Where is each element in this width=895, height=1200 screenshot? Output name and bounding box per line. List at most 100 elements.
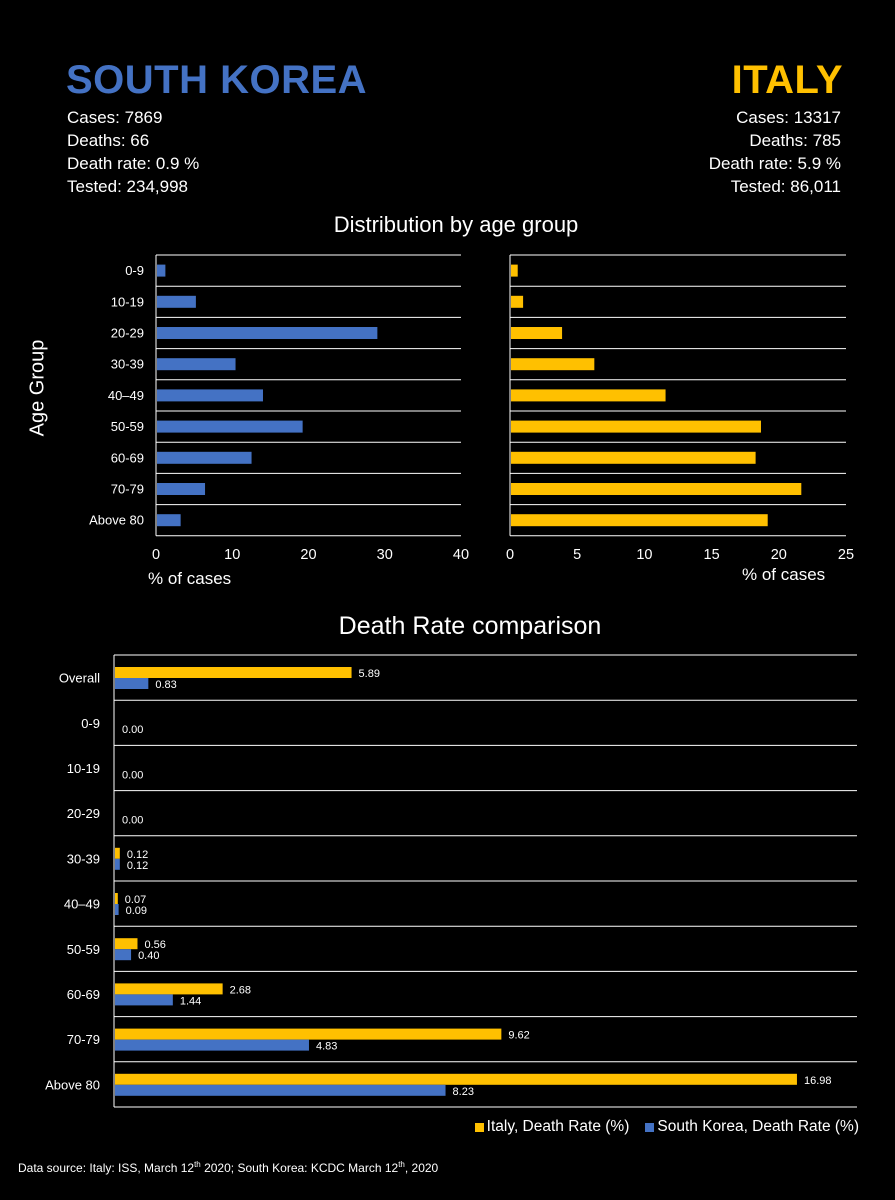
bar-south-korea-death-rate-60-69 xyxy=(115,994,173,1006)
bar-10-19 xyxy=(511,295,524,308)
data-label-south-korea-death-rate-overall: 0.83 xyxy=(155,679,176,691)
korea-tested: Tested: 234,998 xyxy=(67,177,188,196)
bar-20-29 xyxy=(511,327,563,339)
x-tick-label-10: 10 xyxy=(224,547,240,563)
data-label-italy-death-rate-50-59: 0.56 xyxy=(144,939,165,951)
x-tick-label-30: 30 xyxy=(377,547,393,563)
x-tick-label-0: 0 xyxy=(152,547,160,563)
x-tick-label-20: 20 xyxy=(300,547,316,563)
category-label-40-49: 40–49 xyxy=(64,897,100,912)
category-label-70-79: 70-79 xyxy=(67,1032,100,1047)
italy-title: ITALY xyxy=(731,58,843,102)
category-label-60-69: 60-69 xyxy=(111,450,144,465)
bar-30-39 xyxy=(511,358,595,371)
category-label-60-69: 60-69 xyxy=(67,987,100,1002)
footnote-sup-2: th xyxy=(398,1160,405,1169)
x-tick-label-40: 40 xyxy=(453,547,469,563)
bar-italy-death-rate-60-69 xyxy=(115,983,223,995)
bar-south-korea-death-rate-overall xyxy=(115,678,149,689)
x-tick-label-0: 0 xyxy=(506,547,514,563)
bar-south-korea-death-rate-30-39 xyxy=(115,858,120,870)
korea-age-distribution-chart: 0-9 10-19 20-29 30-39 40–49 50-59 60-69 70-79 Ab… xyxy=(89,254,469,563)
bar-above-80 xyxy=(511,514,768,527)
bar-italy-death-rate-above-80 xyxy=(115,1073,797,1085)
death-rate-title: Death Rate comparison xyxy=(338,612,602,640)
bar-south-korea-death-rate-70-79 xyxy=(115,1039,309,1051)
bar-south-korea-death-rate-50-59 xyxy=(115,949,132,961)
bar-60-69 xyxy=(511,451,756,464)
death-rate-legend: Italy, Death Rate (%) South Korea, Death… xyxy=(474,1118,859,1136)
data-label-south-korea-death-rate-10-19: 0.00 xyxy=(122,769,143,781)
data-label-italy-death-rate-overall: 5.89 xyxy=(359,668,380,680)
age-distribution-title: Distribution by age group xyxy=(333,212,579,237)
x-tick-label-15: 15 xyxy=(704,547,720,563)
bar-0-9 xyxy=(157,264,166,277)
category-label-10-19: 10-19 xyxy=(111,294,144,309)
bar-10-19 xyxy=(157,295,196,308)
category-label-0-9: 0-9 xyxy=(81,716,100,731)
bar-south-korea-death-rate-40-49 xyxy=(115,904,119,915)
bar-20-29 xyxy=(157,327,378,339)
bar-40-49 xyxy=(157,389,263,402)
bar-70-79 xyxy=(511,483,802,495)
x-tick-label-25: 25 xyxy=(838,547,854,563)
bar-italy-death-rate-40-49 xyxy=(115,893,118,904)
legend-korea: South Korea, Death Rate (%) xyxy=(645,1118,859,1136)
data-label-south-korea-death-rate-above-80: 8.23 xyxy=(453,1086,474,1098)
category-label-40-49: 40–49 xyxy=(108,388,144,403)
category-label-0-9: 0-9 xyxy=(125,263,144,278)
data-label-south-korea-death-rate-0-9: 0.00 xyxy=(122,724,143,736)
italy-deaths: Deaths: 785 xyxy=(749,131,841,150)
italy-age-distribution-chart: 0 5 10 15 20 25 xyxy=(506,254,854,563)
death-rate-comparison-chart: Overall 5.89 0.83 0-9 0.00 10-19 0.00 20-29 0.00… xyxy=(45,654,857,1108)
category-label-10-19: 10-19 xyxy=(67,761,100,776)
data-label-south-korea-death-rate-50-59: 0.40 xyxy=(138,950,159,962)
data-label-italy-death-rate-70-79: 9.62 xyxy=(508,1030,529,1042)
data-label-south-korea-death-rate-70-79: 4.83 xyxy=(316,1041,337,1053)
legend-korea-swatch xyxy=(645,1122,655,1132)
x-tick-label-10: 10 xyxy=(636,547,652,563)
data-label-south-korea-death-rate-60-69: 1.44 xyxy=(180,995,201,1007)
x-tick-label-5: 5 xyxy=(573,547,581,563)
south-korea-stats: Cases: 7869 Deaths: 66 Death rate: 0.9 %… xyxy=(67,106,199,198)
bar-0-9 xyxy=(511,264,518,277)
category-label-above-80: Above 80 xyxy=(45,1077,100,1092)
category-label-above-80: Above 80 xyxy=(89,513,144,528)
bar-50-59 xyxy=(157,420,303,433)
category-label-20-29: 20-29 xyxy=(111,326,144,341)
category-label-50-59: 50-59 xyxy=(67,942,100,957)
italy-death-rate: Death rate: 5.9 % xyxy=(708,154,841,173)
bar-italy-death-rate-50-59 xyxy=(115,938,138,950)
footnote-sup-1: th xyxy=(194,1160,201,1169)
x-tick-label-20: 20 xyxy=(771,547,787,563)
category-label-overall: Overall xyxy=(59,671,100,686)
south-korea-title: SOUTH KOREA xyxy=(66,58,368,102)
bar-60-69 xyxy=(157,451,252,464)
category-label-70-79: 70-79 xyxy=(111,482,144,497)
italy-x-axis-label: % of cases xyxy=(742,565,826,584)
legend-italy-label: Italy, Death Rate (%) xyxy=(486,1118,630,1135)
data-label-italy-death-rate-60-69: 2.68 xyxy=(230,984,251,996)
korea-x-axis-label: % of cases xyxy=(148,569,232,588)
data-label-south-korea-death-rate-40-49: 0.09 xyxy=(126,905,147,917)
data-label-italy-death-rate-30-39: 0.12 xyxy=(127,849,148,861)
data-label-south-korea-death-rate-30-39: 0.12 xyxy=(127,860,148,872)
korea-cases: Cases: 7869 xyxy=(67,108,163,127)
footnote-middle: 2020; South Korea: KCDC March 12 xyxy=(200,1161,399,1175)
legend-korea-label: South Korea, Death Rate (%) xyxy=(657,1118,859,1135)
category-label-20-29: 20-29 xyxy=(67,806,100,821)
bar-30-39 xyxy=(157,358,236,371)
category-label-30-39: 30-39 xyxy=(111,357,144,372)
data-source-footnote: Data source: Italy: ISS, March 12th 2020… xyxy=(18,1160,438,1175)
footnote-prefix: Data source: Italy: ISS, March 12 xyxy=(18,1161,195,1175)
bar-south-korea-death-rate-above-80 xyxy=(115,1084,446,1096)
bar-50-59 xyxy=(511,420,761,433)
data-label-south-korea-death-rate-20-29: 0.00 xyxy=(122,815,143,827)
footnote-suffix: , 2020 xyxy=(404,1161,439,1175)
bar-italy-death-rate-overall xyxy=(115,667,352,678)
bar-70-79 xyxy=(157,483,206,495)
bar-italy-death-rate-30-39 xyxy=(115,847,120,859)
legend-italy: Italy, Death Rate (%) xyxy=(474,1118,630,1136)
legend-italy-swatch xyxy=(474,1122,484,1132)
italy-cases: Cases: 13317 xyxy=(736,108,841,127)
